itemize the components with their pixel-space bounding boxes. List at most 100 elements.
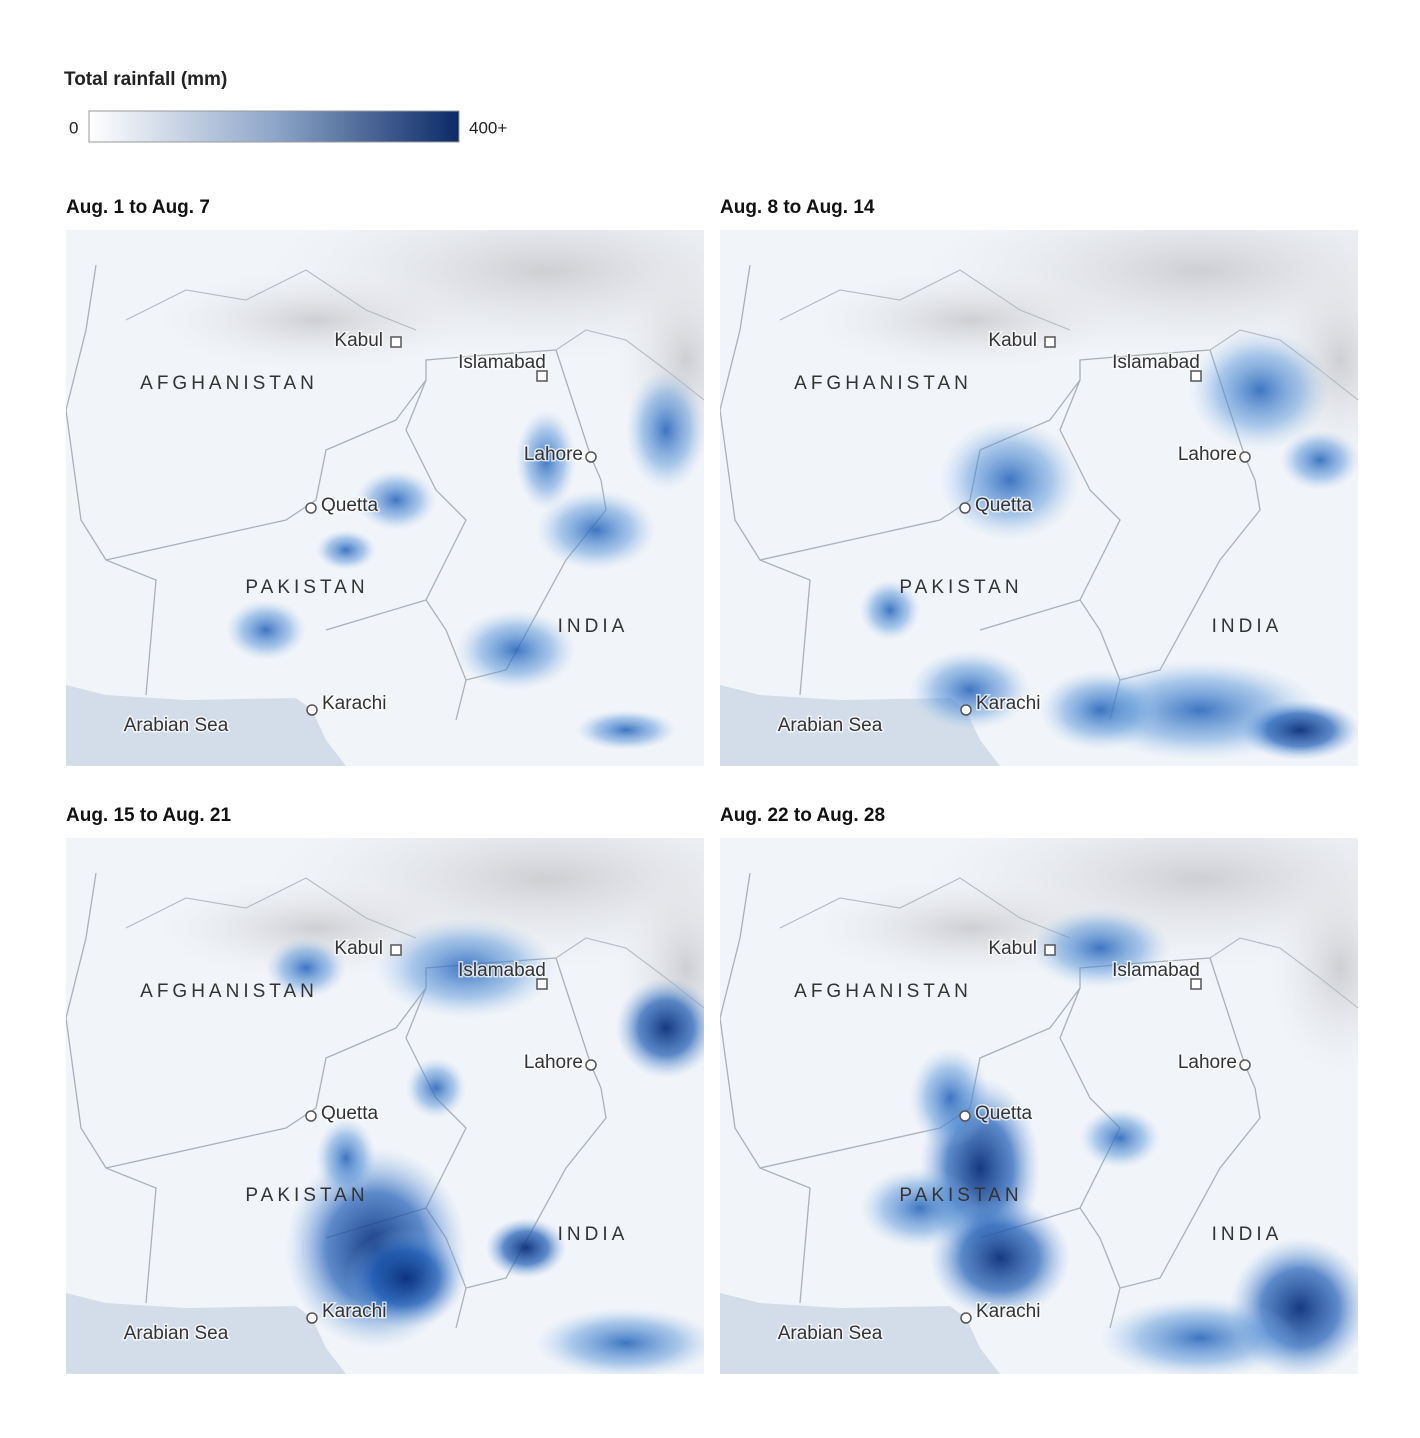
map-panel: Kabul Islamabad AFGHANISTAN Lahore Quetta PAK… [66, 230, 704, 766]
city-marker [959, 502, 971, 514]
country-label: AFGHANISTAN [140, 981, 318, 1002]
rainfall-area [316, 530, 376, 570]
city-marker [306, 704, 318, 716]
panel-title: Aug. 8 to Aug. 14 [720, 197, 875, 218]
city-marker [1239, 451, 1251, 463]
city-marker [390, 944, 402, 956]
city-marker [305, 1110, 317, 1122]
city-marker [960, 704, 972, 716]
city-marker [536, 978, 548, 990]
country-label: AFGHANISTAN [140, 373, 318, 394]
city-marker [1044, 944, 1056, 956]
country-label: INDIA [1212, 1224, 1283, 1245]
country-label: PAKISTAN [899, 577, 1022, 598]
map-panel: Kabul Islamabad AFGHANISTAN Lahore Quetta PAK… [720, 838, 1358, 1374]
rainfall-area [1080, 1108, 1160, 1168]
rainfall-area [910, 650, 1030, 730]
legend-bar [88, 110, 460, 143]
place-label: Karachi [976, 693, 1040, 714]
rainfall-area [1190, 330, 1330, 450]
sea [66, 685, 346, 766]
mountains [1270, 858, 1358, 1078]
place-label: Lahore [1178, 1052, 1237, 1073]
legend-min: 0 [69, 118, 78, 137]
place-label: Kabul [988, 938, 1037, 959]
place-label: Arabian Sea [778, 715, 883, 736]
rainfall-area [456, 610, 576, 690]
place-label: Islamabad [458, 352, 546, 373]
place-label: Lahore [1178, 444, 1237, 465]
place-label: Kabul [334, 938, 383, 959]
rainfall-area [346, 1228, 466, 1328]
place-label: Kabul [334, 330, 383, 351]
map-panel: Kabul Islamabad AFGHANISTAN Lahore Quetta PAK… [66, 838, 704, 1374]
city-marker [390, 336, 402, 348]
country-label: INDIA [558, 616, 629, 637]
rainfall-area [356, 470, 436, 530]
rainfall-area [1240, 700, 1358, 760]
border [720, 264, 1261, 721]
rainfall-area [536, 490, 656, 570]
city-marker [585, 1059, 597, 1071]
rainfall-area [860, 1168, 980, 1248]
rainfall-area [860, 580, 920, 640]
legend-max: 400+ [469, 118, 507, 137]
place-label: Islamabad [458, 960, 546, 981]
sea [66, 1293, 346, 1374]
panel-title: Aug. 22 to Aug. 28 [720, 805, 885, 826]
place-label: Arabian Sea [124, 715, 229, 736]
rainfall-area [940, 420, 1080, 540]
rainfall-area [1030, 908, 1170, 988]
place-label: Karachi [322, 693, 386, 714]
mountains [156, 270, 476, 370]
rainfall-area [616, 978, 704, 1078]
rainfall-area [1040, 670, 1160, 750]
rainfall-area [576, 710, 676, 750]
city-marker [1190, 370, 1202, 382]
country-label: PAKISTAN [899, 1185, 1022, 1206]
rainfall-area [1280, 430, 1358, 490]
place-label: Arabian Sea [778, 1323, 883, 1344]
country-label: INDIA [1212, 616, 1283, 637]
place-label: Lahore [524, 444, 583, 465]
city-marker [305, 502, 317, 514]
rainfall-area [1100, 1298, 1300, 1374]
map-panel: Kabul Islamabad AFGHANISTAN Lahore Quetta PAK… [720, 230, 1358, 766]
city-marker [306, 1312, 318, 1324]
place-label: Islamabad [1112, 352, 1200, 373]
legend-title: Total rainfall (mm) [64, 69, 227, 90]
place-label: Quetta [975, 1103, 1032, 1124]
rainfall-area [910, 1048, 990, 1148]
city-marker [585, 451, 597, 463]
country-label: AFGHANISTAN [794, 981, 972, 1002]
border [66, 264, 607, 721]
place-label: Lahore [524, 1052, 583, 1073]
border [779, 877, 1358, 1009]
panel-title: Aug. 1 to Aug. 7 [66, 197, 210, 218]
rainfall-area [626, 370, 704, 490]
city-marker [959, 1110, 971, 1122]
rainfall-area [266, 938, 346, 998]
city-marker [1190, 978, 1202, 990]
place-label: Islamabad [1112, 960, 1200, 981]
city-marker [960, 1312, 972, 1324]
rainfall-area [316, 1118, 376, 1198]
panel-title: Aug. 15 to Aug. 21 [66, 805, 231, 826]
place-label: Karachi [976, 1301, 1040, 1322]
city-marker [536, 370, 548, 382]
city-marker [1044, 336, 1056, 348]
rainfall-area [536, 1308, 704, 1374]
border [720, 872, 1261, 1329]
country-label: INDIA [558, 1224, 629, 1245]
mountains [810, 270, 1130, 370]
country-label: PAKISTAN [245, 1185, 368, 1206]
country-label: PAKISTAN [245, 577, 368, 598]
place-label: Quetta [975, 495, 1032, 516]
city-marker [1239, 1059, 1251, 1071]
sea [720, 1293, 1000, 1374]
rainfall-area [516, 410, 576, 510]
rainfall-area [376, 918, 556, 1018]
rainfall-area [486, 1218, 566, 1278]
border [66, 872, 607, 1329]
